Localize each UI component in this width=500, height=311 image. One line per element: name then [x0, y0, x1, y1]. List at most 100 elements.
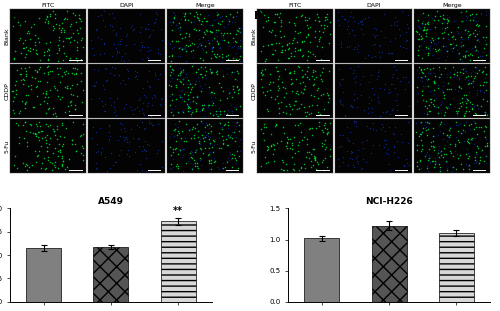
- Point: [479, 71, 487, 76]
- Point: [288, 106, 296, 111]
- Point: [320, 106, 328, 111]
- Point: [43, 100, 51, 105]
- Point: [94, 149, 102, 154]
- Point: [284, 56, 292, 61]
- Point: [210, 142, 218, 147]
- Point: [142, 54, 150, 59]
- Point: [108, 53, 116, 58]
- Point: [218, 14, 226, 19]
- Point: [230, 152, 237, 157]
- Point: [468, 136, 476, 141]
- Point: [188, 40, 196, 45]
- Point: [482, 71, 490, 76]
- Point: [466, 104, 474, 109]
- Point: [260, 93, 268, 98]
- Point: [438, 87, 446, 92]
- Point: [62, 109, 70, 114]
- Point: [472, 152, 480, 157]
- Point: [380, 137, 388, 142]
- Point: [304, 49, 312, 53]
- Point: [322, 137, 330, 142]
- Point: [32, 76, 40, 81]
- Point: [184, 109, 192, 114]
- Point: [182, 58, 190, 63]
- Point: [426, 96, 434, 101]
- Point: [115, 153, 123, 158]
- Point: [336, 99, 344, 104]
- Point: [212, 53, 220, 58]
- Point: [481, 124, 489, 129]
- Point: [55, 47, 63, 52]
- Point: [118, 54, 126, 59]
- Point: [281, 85, 289, 90]
- Point: [392, 97, 400, 102]
- Point: [154, 151, 162, 156]
- Point: [19, 41, 27, 46]
- Point: [464, 137, 472, 142]
- Point: [261, 66, 269, 71]
- Point: [169, 112, 177, 117]
- Point: [182, 160, 190, 165]
- Point: [120, 81, 128, 86]
- Point: [446, 102, 454, 107]
- Point: [208, 160, 216, 165]
- Point: [414, 47, 422, 52]
- Point: [372, 127, 380, 132]
- Point: [197, 156, 205, 161]
- Point: [376, 86, 384, 91]
- Point: [127, 127, 135, 132]
- Point: [269, 79, 277, 84]
- Point: [196, 89, 204, 94]
- Point: [181, 135, 189, 140]
- Point: [88, 45, 96, 50]
- Point: [50, 151, 58, 156]
- Point: [22, 100, 30, 105]
- Point: [476, 88, 484, 93]
- Point: [482, 88, 490, 93]
- Point: [334, 144, 342, 149]
- Point: [70, 93, 78, 98]
- Point: [364, 14, 372, 19]
- Point: [464, 97, 472, 102]
- Point: [152, 12, 160, 16]
- Point: [184, 44, 192, 49]
- Point: [105, 123, 113, 128]
- Point: [219, 166, 227, 171]
- Point: [70, 30, 78, 35]
- Point: [354, 50, 362, 55]
- Point: [44, 64, 52, 69]
- Point: [66, 55, 74, 60]
- Point: [179, 168, 187, 173]
- Point: [139, 143, 147, 148]
- Point: [186, 89, 194, 94]
- Point: [474, 37, 482, 42]
- Point: [480, 128, 488, 133]
- Point: [186, 33, 194, 38]
- Point: [444, 81, 452, 86]
- Point: [117, 148, 125, 153]
- Point: [111, 65, 119, 70]
- Point: [172, 22, 179, 27]
- Point: [264, 15, 272, 20]
- Point: [50, 26, 58, 30]
- Point: [99, 82, 107, 87]
- Point: [208, 128, 216, 133]
- Point: [279, 84, 287, 89]
- Point: [308, 132, 316, 137]
- Point: [425, 155, 433, 160]
- Point: [289, 37, 297, 42]
- Point: [352, 120, 360, 125]
- Point: [354, 21, 362, 26]
- Point: [15, 38, 23, 43]
- Point: [267, 95, 275, 100]
- Point: [274, 93, 281, 98]
- Point: [315, 19, 323, 24]
- Point: [214, 33, 222, 38]
- Point: [146, 48, 154, 53]
- Point: [296, 165, 304, 170]
- Point: [423, 111, 431, 116]
- Point: [426, 140, 434, 145]
- Point: [192, 81, 200, 86]
- Point: [200, 102, 207, 107]
- Point: [318, 57, 326, 62]
